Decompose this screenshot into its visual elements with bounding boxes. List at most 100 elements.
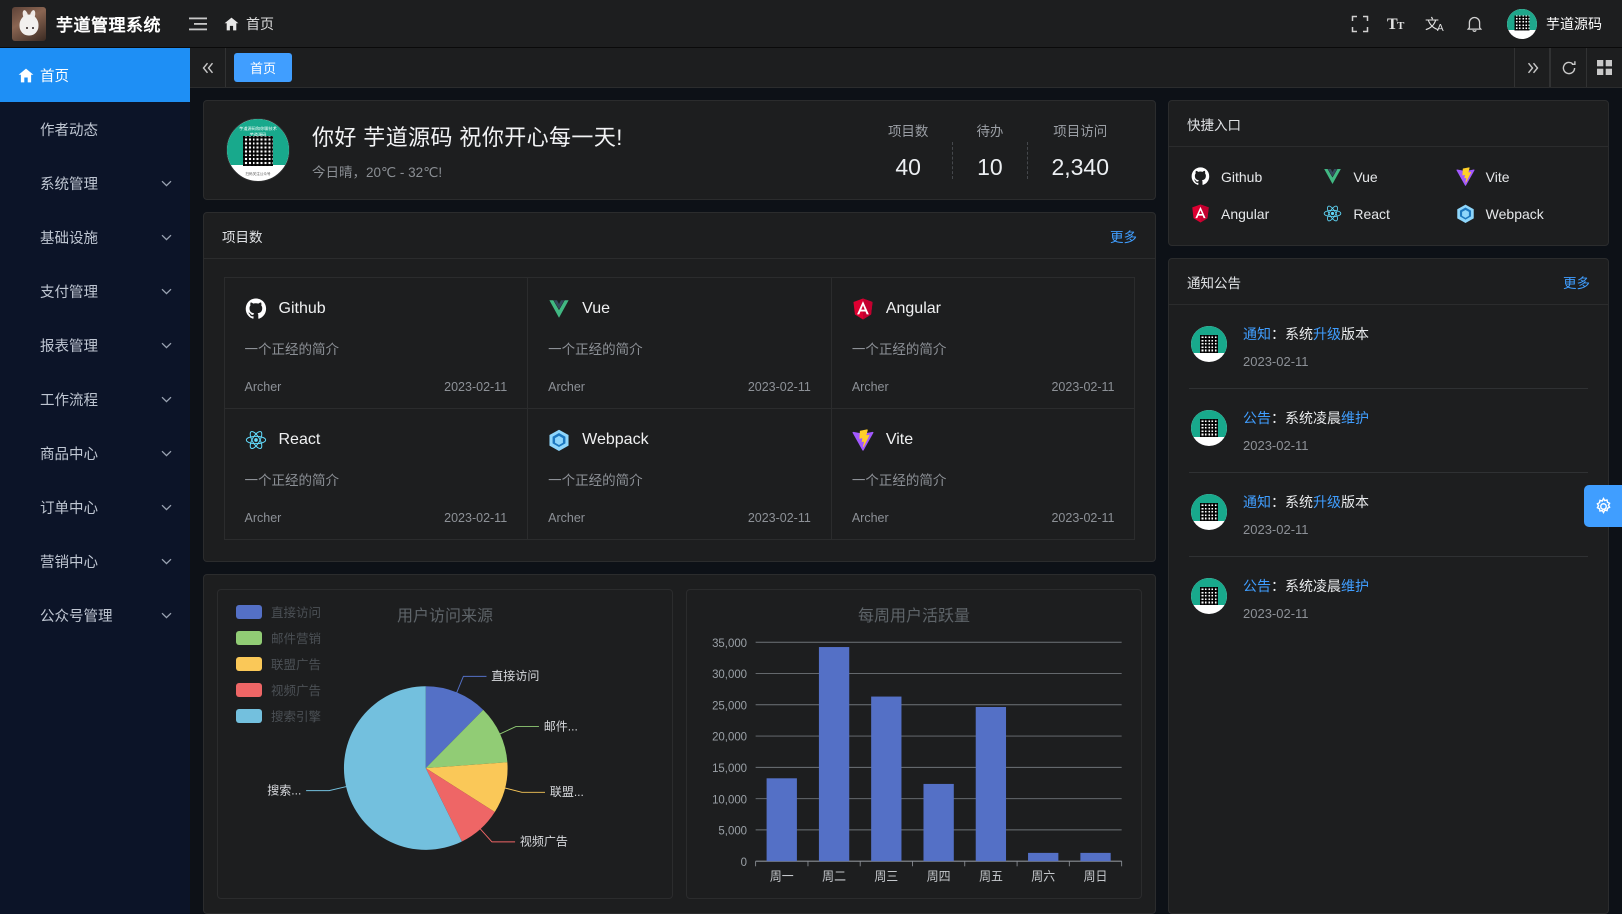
notice-title: 公告：系统凌晨维护 xyxy=(1243,578,1369,594)
breadcrumb[interactable]: 首页 xyxy=(224,14,274,34)
pie-chart: 用户访问来源 直接访问 邮件营销 联盟广告 视频广告 搜索引擎 直接访问 邮件..… xyxy=(217,589,673,899)
project-card[interactable]: Webpack 一个正经的简介 Archer 2023-02-11 xyxy=(527,407,832,540)
translate-icon[interactable]: 文 A xyxy=(1417,0,1455,48)
legend-swatch xyxy=(236,708,262,723)
notice-item[interactable]: 通知：系统升级版本 2023-02-11 xyxy=(1189,473,1588,557)
legend-swatch xyxy=(236,682,262,697)
sidebar-item-6[interactable]: 工作流程 xyxy=(0,372,190,426)
sidebar-item-1[interactable]: 作者动态 xyxy=(0,102,190,156)
quick-entry-item[interactable]: React xyxy=(1323,204,1455,223)
stat-label: 项目数 xyxy=(887,123,929,139)
notice-item[interactable]: 公告：系统凌晨维护 2023-02-11 xyxy=(1189,557,1588,640)
notice-date: 2023-02-11 xyxy=(1243,522,1309,537)
bell-icon[interactable] xyxy=(1455,0,1493,48)
project-date: 2023-02-11 xyxy=(747,379,811,394)
chevron-double-right-icon[interactable] xyxy=(1514,48,1550,87)
chevron-down-icon xyxy=(161,234,172,241)
quick-entry-label: Angular xyxy=(1221,205,1270,222)
bar-chart: 每周用户活跃量 0 5,000 10,000 15,000 20,000 25,000 30… xyxy=(686,589,1142,899)
tab-home[interactable]: 首页 xyxy=(234,53,293,82)
sidebar-item-8[interactable]: 订单中心 xyxy=(0,480,190,534)
gear-icon xyxy=(1594,496,1613,516)
project-card[interactable]: Vite 一个正经的简介 Archer 2023-02-11 xyxy=(830,407,1136,540)
legend-item[interactable]: 视频广告 xyxy=(236,680,321,699)
settings-fab[interactable] xyxy=(1584,485,1622,527)
notices-more-link[interactable]: 更多 xyxy=(1563,275,1590,291)
projects-more-link[interactable]: 更多 xyxy=(1110,229,1137,245)
project-meta: Archer 2023-02-11 xyxy=(245,511,508,525)
chevron-down-icon xyxy=(161,288,172,295)
legend-label: 邮件营销 xyxy=(271,632,322,646)
chevron-down-icon xyxy=(161,504,172,511)
legend-item[interactable]: 直接访问 xyxy=(236,602,321,621)
notice-item[interactable]: 通知：系统升级版本 2023-02-11 xyxy=(1189,305,1588,389)
tab-bar: 首页 xyxy=(190,48,1622,88)
svg-text:邮件...: 邮件... xyxy=(544,719,578,733)
sidebar-item-2[interactable]: 系统管理 xyxy=(0,156,190,210)
legend-item[interactable]: 搜索引擎 xyxy=(236,706,321,725)
svg-text:周六: 周六 xyxy=(1031,869,1055,883)
legend-label: 搜索引擎 xyxy=(271,710,322,724)
project-date: 2023-02-11 xyxy=(1051,510,1115,525)
sidebar-item-3[interactable]: 基础设施 xyxy=(0,210,190,264)
project-card[interactable]: Vue 一个正经的简介 Archer 2023-02-11 xyxy=(527,276,832,409)
quick-entry-item[interactable]: Github xyxy=(1191,167,1323,186)
brand[interactable]: 芋道管理系统 xyxy=(0,6,176,41)
legend-swatch xyxy=(236,630,262,645)
welcome-stat: 待办 10 xyxy=(952,120,1027,181)
pie-chart-title: 用户访问来源 xyxy=(396,608,493,625)
sidebar-item-4[interactable]: 支付管理 xyxy=(0,264,190,318)
project-card[interactable]: React 一个正经的简介 Archer 2023-02-11 xyxy=(223,407,529,540)
fullscreen-icon[interactable] xyxy=(1341,0,1379,48)
chevron-double-left-icon[interactable] xyxy=(190,48,226,87)
chevron-down-icon xyxy=(161,450,172,457)
project-card[interactable]: Github 一个正经的简介 Archer 2023-02-11 xyxy=(223,276,529,409)
legend-item[interactable]: 联盟广告 xyxy=(236,654,321,673)
chevron-down-icon xyxy=(161,342,172,349)
user-menu[interactable]: 芋道源码 xyxy=(1493,8,1608,39)
svg-text:35,000: 35,000 xyxy=(712,635,747,649)
refresh-icon[interactable] xyxy=(1550,48,1586,87)
notice-body: 公告：系统凌晨维护 2023-02-11 xyxy=(1243,408,1588,453)
quick-entry-item[interactable]: Vue xyxy=(1323,167,1455,186)
react-icon xyxy=(245,429,267,451)
svg-text:25,000: 25,000 xyxy=(712,698,747,712)
sidebar-item-5[interactable]: 报表管理 xyxy=(0,318,190,372)
legend-label: 视频广告 xyxy=(271,684,322,698)
quick-entry-item[interactable]: Vite xyxy=(1456,167,1588,186)
stat-value: 2,340 xyxy=(1051,153,1109,180)
svg-text:文: 文 xyxy=(1425,17,1439,33)
grid-icon[interactable] xyxy=(1586,48,1622,87)
sidebar-item-7[interactable]: 商品中心 xyxy=(0,426,190,480)
project-card-head: Vite xyxy=(852,428,1115,451)
chevron-down-icon xyxy=(161,558,172,565)
notice-avatar xyxy=(1191,326,1227,362)
legend-swatch xyxy=(236,656,262,671)
project-card[interactable]: Angular 一个正经的简介 Archer 2023-02-11 xyxy=(830,276,1136,409)
sidebar-item-10[interactable]: 公众号管理 xyxy=(0,588,190,642)
notices-title: 通知公告 xyxy=(1187,275,1241,291)
quick-entry-item[interactable]: Angular xyxy=(1191,204,1323,223)
sidebar-item-0[interactable]: 首页 xyxy=(0,48,190,102)
sidebar-item-label: 基础设施 xyxy=(40,230,98,247)
legend-label: 联盟广告 xyxy=(271,658,322,672)
vue-icon xyxy=(548,298,570,320)
projects-card: 项目数 更多 Github 一个正经的简介 Archer 2023-02-11 … xyxy=(203,212,1156,562)
sidebar-item-9[interactable]: 营销中心 xyxy=(0,534,190,588)
projects-header: 项目数 更多 xyxy=(204,213,1155,259)
weather-text: 今日晴，20℃ - 32℃! xyxy=(312,164,443,180)
font-size-icon[interactable]: T T xyxy=(1379,0,1417,48)
vue-icon xyxy=(1323,167,1342,186)
webpack-icon xyxy=(1456,204,1475,223)
quick-entry-item[interactable]: Webpack xyxy=(1456,204,1588,223)
projects-title: 项目数 xyxy=(222,229,263,245)
tabs-zone: 首页 xyxy=(226,48,1514,87)
notice-title: 通知：系统升级版本 xyxy=(1243,494,1369,510)
project-date: 2023-02-11 xyxy=(747,510,811,525)
notice-item[interactable]: 公告：系统凌晨维护 2023-02-11 xyxy=(1189,389,1588,473)
webpack-icon xyxy=(548,429,570,451)
hamburger-icon[interactable] xyxy=(176,17,220,31)
stat-label: 待办 xyxy=(976,123,1004,139)
stat-value: 40 xyxy=(895,153,921,180)
legend-item[interactable]: 邮件营销 xyxy=(236,628,321,647)
